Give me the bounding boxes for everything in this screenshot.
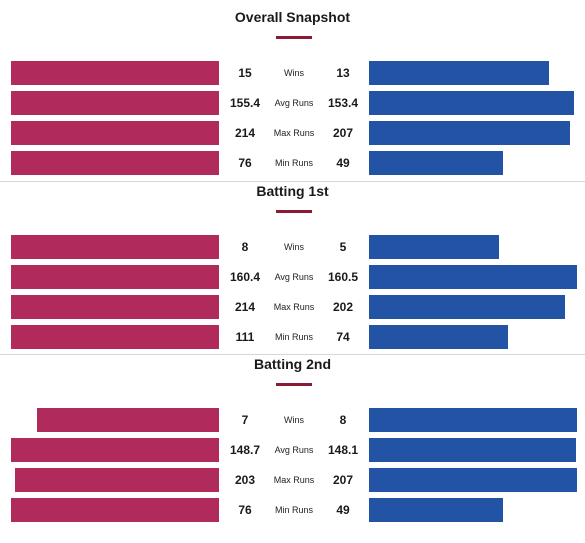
team1-value: 76 bbox=[238, 503, 252, 517]
metric-label: Wins bbox=[284, 68, 304, 78]
team1-bar bbox=[11, 265, 219, 289]
team1-bar bbox=[11, 91, 219, 115]
team1-value: 148.7 bbox=[229, 443, 261, 457]
title-accent bbox=[276, 383, 312, 386]
team2-bar bbox=[369, 468, 577, 492]
section-title: Batting 1st bbox=[256, 183, 329, 199]
team1-value: 214 bbox=[234, 126, 256, 140]
metric-label: Avg Runs bbox=[274, 98, 314, 108]
team2-value: 207 bbox=[332, 473, 354, 487]
stat-row: 76 Min Runs 49 bbox=[0, 151, 585, 175]
stat-row: 214 Max Runs 202 bbox=[0, 295, 585, 319]
team1-bar bbox=[37, 408, 219, 432]
metric-label: Min Runs bbox=[274, 332, 313, 342]
team2-value: 8 bbox=[339, 413, 347, 427]
stat-row: 148.7 Avg Runs 148.1 bbox=[0, 438, 585, 462]
metric-label: Avg Runs bbox=[274, 445, 314, 455]
stat-row: 111 Min Runs 74 bbox=[0, 325, 585, 349]
section-title: Batting 2nd bbox=[254, 356, 331, 372]
metric-label: Max Runs bbox=[273, 302, 315, 312]
team2-value: 13 bbox=[336, 66, 350, 80]
team1-bar bbox=[11, 121, 219, 145]
team1-value: 7 bbox=[241, 413, 249, 427]
stat-row: 160.4 Avg Runs 160.5 bbox=[0, 265, 585, 289]
team2-value: 5 bbox=[339, 240, 347, 254]
team1-bar bbox=[11, 325, 219, 349]
team2-bar bbox=[369, 325, 508, 349]
team1-bar bbox=[11, 235, 219, 259]
team2-bar bbox=[369, 498, 503, 522]
stat-row: 7 Wins 8 bbox=[0, 408, 585, 432]
stat-row: 155.4 Avg Runs 153.4 bbox=[0, 91, 585, 115]
team2-bar bbox=[369, 91, 574, 115]
team1-value: 111 bbox=[235, 330, 255, 344]
team1-value: 15 bbox=[238, 66, 252, 80]
metric-label: Max Runs bbox=[273, 128, 315, 138]
team2-value: 148.1 bbox=[327, 443, 359, 457]
team1-bar bbox=[11, 438, 219, 462]
team1-value: 160.4 bbox=[229, 270, 261, 284]
section-batting-1st: Batting 1st 8 Wins 5 160.4 Avg Runs 160.… bbox=[0, 181, 585, 355]
metric-label: Max Runs bbox=[273, 475, 315, 485]
stat-row: 15 Wins 13 bbox=[0, 61, 585, 85]
section-overall-snapshot: Overall Snapshot 15 Wins 13 155.4 Avg Ru… bbox=[0, 0, 585, 175]
stat-row: 203 Max Runs 207 bbox=[0, 468, 585, 492]
team1-value: 203 bbox=[234, 473, 256, 487]
team1-value: 155.4 bbox=[229, 96, 261, 110]
section-batting-2nd: Batting 2nd 7 Wins 8 148.7 Avg Runs 148.… bbox=[0, 354, 585, 528]
metric-label: Min Runs bbox=[274, 158, 313, 168]
team2-value: 202 bbox=[332, 300, 354, 314]
team2-bar bbox=[369, 121, 570, 145]
team1-value: 214 bbox=[234, 300, 256, 314]
title-accent bbox=[276, 210, 312, 213]
team2-bar bbox=[369, 151, 503, 175]
team1-bar bbox=[11, 151, 219, 175]
metric-label: Wins bbox=[284, 415, 304, 425]
team2-value: 49 bbox=[336, 503, 350, 517]
team2-value: 160.5 bbox=[327, 270, 359, 284]
team1-bar bbox=[11, 295, 219, 319]
team1-bar bbox=[11, 61, 219, 85]
title-accent bbox=[276, 36, 312, 39]
team2-bar bbox=[369, 265, 577, 289]
team1-bar bbox=[15, 468, 219, 492]
metric-label: Wins bbox=[284, 242, 304, 252]
team2-value: 74 bbox=[336, 330, 350, 344]
team2-bar bbox=[369, 235, 499, 259]
team2-value: 49 bbox=[336, 156, 350, 170]
stat-row: 214 Max Runs 207 bbox=[0, 121, 585, 145]
stat-row: 76 Min Runs 49 bbox=[0, 498, 585, 522]
team2-value: 153.4 bbox=[327, 96, 359, 110]
metric-label: Avg Runs bbox=[274, 272, 314, 282]
team2-bar bbox=[369, 438, 576, 462]
section-title: Overall Snapshot bbox=[234, 9, 351, 25]
team1-bar bbox=[11, 498, 219, 522]
team2-bar bbox=[369, 61, 549, 85]
team1-value: 76 bbox=[238, 156, 252, 170]
team2-value: 207 bbox=[332, 126, 354, 140]
team2-bar bbox=[369, 408, 577, 432]
stat-row: 8 Wins 5 bbox=[0, 235, 585, 259]
team1-value: 8 bbox=[241, 240, 249, 254]
team2-bar bbox=[369, 295, 565, 319]
metric-label: Min Runs bbox=[274, 505, 313, 515]
